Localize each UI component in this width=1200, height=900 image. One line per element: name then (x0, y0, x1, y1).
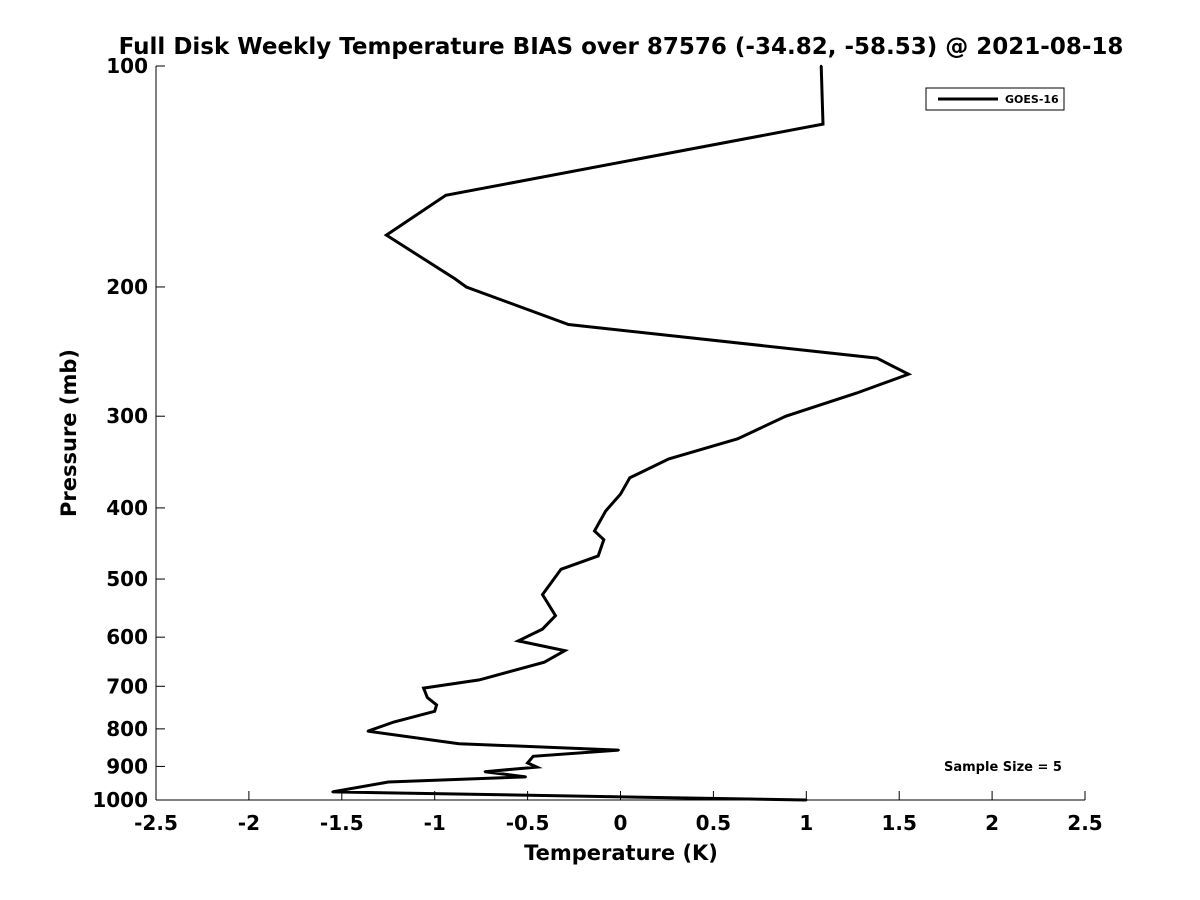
data-point (628, 476, 631, 480)
data-point (805, 798, 808, 802)
x-tick-label: -2 (238, 811, 260, 835)
y-tick-label: 300 (106, 404, 148, 428)
x-tick-label: -1.5 (320, 811, 364, 835)
data-point (453, 277, 457, 281)
data-point (541, 593, 544, 596)
data-point (855, 391, 858, 395)
x-tick-label: 0 (614, 811, 628, 835)
data-point (526, 761, 529, 765)
data-point (531, 755, 535, 758)
data-point (819, 64, 823, 68)
data-point (465, 285, 468, 289)
series-line (332, 65, 913, 802)
y-tick-label: 1000 (92, 788, 148, 812)
y-tick-label: 500 (106, 567, 148, 591)
data-point (387, 780, 390, 784)
data-point (554, 614, 557, 617)
data-point (385, 233, 388, 237)
data-point (567, 323, 570, 326)
x-tick-label: -2.5 (134, 811, 178, 835)
x-tick-label: 1 (799, 811, 813, 835)
data-point (907, 373, 910, 376)
y-tick-label: 600 (106, 625, 148, 649)
y-tick-label: 800 (106, 717, 148, 741)
legend-label: GOES-16 (1005, 93, 1059, 106)
y-axis: 100 200 300 400 500 600 700 800 900 1000 (92, 54, 165, 812)
data-point (517, 639, 520, 643)
x-tick-label: 2 (985, 811, 999, 835)
data-point (478, 678, 481, 682)
data-point (483, 770, 487, 773)
x-tick-label: 1.5 (881, 811, 916, 835)
data-point (457, 742, 461, 745)
data-point (736, 437, 739, 440)
data-point (602, 538, 605, 541)
y-tick-label: 100 (106, 54, 148, 78)
data-point (875, 356, 879, 360)
x-tick-label: 2.5 (1067, 811, 1102, 835)
y-tick-label: 200 (106, 275, 148, 299)
y-tick-label: 900 (106, 754, 148, 778)
data-point (392, 720, 396, 724)
data-point (366, 730, 370, 733)
data-point (821, 122, 825, 126)
data-point (604, 509, 607, 513)
data-point (563, 649, 566, 652)
data-point (331, 790, 334, 794)
data-point (535, 765, 539, 769)
y-tick-label: 400 (106, 496, 148, 520)
y-axis-title: Pressure (mb) (57, 349, 81, 517)
data-point (543, 660, 546, 664)
data-point (784, 415, 788, 418)
x-tick-label: 0.5 (696, 811, 731, 835)
x-axis-title: Temperature (K) (524, 841, 718, 865)
data-point (435, 703, 438, 707)
chart-title: Full Disk Weekly Temperature BIAS over 8… (119, 34, 1124, 60)
legend: GOES-16 (925, 87, 1065, 111)
data-point (593, 529, 596, 533)
y-tick-label: 700 (106, 674, 148, 698)
sample-size-annotation: Sample Size = 5 (944, 760, 1062, 775)
data-point (667, 457, 671, 461)
x-tick-label: -1 (424, 811, 446, 835)
data-point (559, 568, 563, 571)
data-point (422, 686, 425, 690)
series-group (331, 64, 913, 802)
data-point (444, 194, 448, 197)
data-point (524, 775, 527, 779)
x-tick-label: -0.5 (506, 811, 550, 835)
data-point (541, 627, 544, 631)
data-point (433, 710, 436, 713)
data-point (617, 748, 620, 752)
data-point (597, 554, 600, 558)
x-axis: -2.5 -2 -1.5 -1 -0.5 0 0.5 1 1.5 2 2.5 (134, 791, 1103, 835)
data-point (426, 696, 429, 699)
data-point (619, 492, 622, 496)
